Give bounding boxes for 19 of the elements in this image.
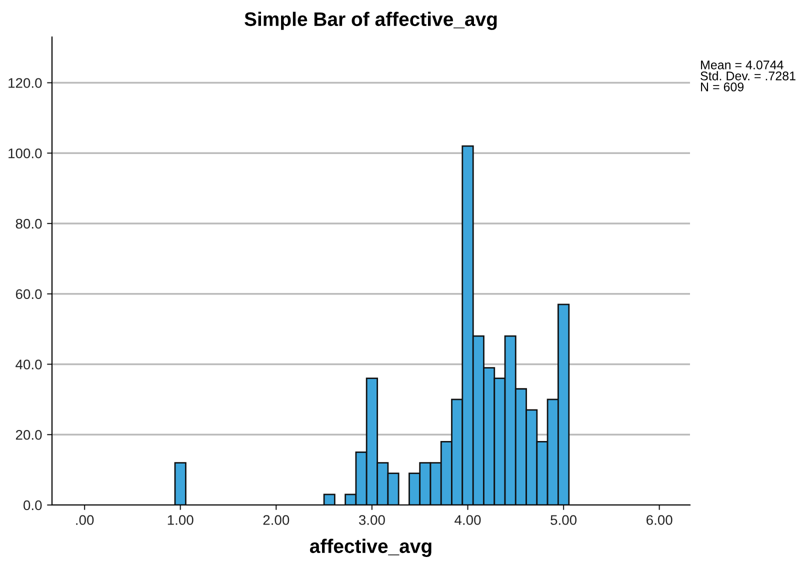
y-tick-label: 20.0 <box>16 430 42 440</box>
y-tick-label: 0.0 <box>24 500 42 510</box>
text: Std. Dev. = .7281 <box>700 71 796 80</box>
y-tick-label: 100.0 <box>8 148 42 158</box>
y-tick-label: 120.0 <box>8 78 42 88</box>
x-tick-label: 2.00 <box>263 515 290 525</box>
x-axis-title: affective_avg <box>310 538 432 557</box>
y-tick-label: 60.0 <box>16 289 42 300</box>
x-tick-label: 5.00 <box>550 515 577 525</box>
x-tick-label: 6.00 <box>646 515 672 525</box>
y-tick-label: 40.0 <box>16 360 42 370</box>
chart-title: Simple Bar of affective_avg <box>244 12 497 30</box>
x-tick-label: 1.00 <box>168 515 194 525</box>
x-tick-label: .00 <box>76 515 94 525</box>
x-tick-label: 3.00 <box>358 515 385 525</box>
x-tick-label: 4.00 <box>454 515 481 525</box>
text: Mean = 4.0744 <box>701 60 784 70</box>
y-tick-label: 80.0 <box>16 218 42 229</box>
text: N = 609 <box>701 82 744 92</box>
